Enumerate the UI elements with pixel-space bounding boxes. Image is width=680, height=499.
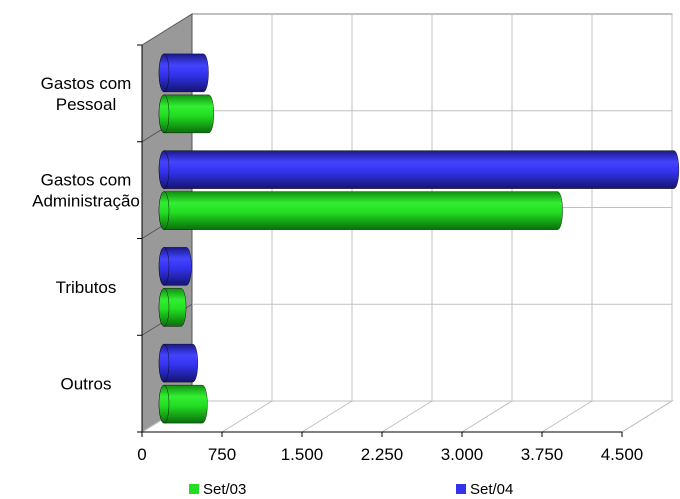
chart-axes: [137, 44, 623, 437]
x-tick-label: 2.250: [361, 445, 404, 464]
category-label: Tributos: [56, 278, 117, 297]
bar: [158, 288, 187, 327]
floor-gridline: [621, 400, 673, 433]
legend-swatch: [456, 484, 466, 494]
legend-label: Set/03: [203, 481, 246, 498]
bar: [158, 191, 563, 230]
x-tick-label: 3.000: [441, 445, 484, 464]
bar-cap: [158, 343, 170, 383]
bar-cap: [158, 191, 170, 230]
bar: [158, 384, 208, 424]
bar: [158, 343, 198, 383]
bar-cap: [158, 288, 170, 327]
bar-cap: [158, 53, 170, 93]
x-tick-label: 0: [137, 445, 146, 464]
floor-gridline: [381, 400, 433, 433]
floor-gridline: [541, 400, 593, 433]
chart-legend: Set/03 Set/04: [189, 481, 513, 498]
category-label: Administração: [32, 192, 140, 211]
floor-gridline: [301, 400, 353, 433]
legend-swatch: [189, 484, 199, 494]
bar-body: [158, 150, 680, 189]
x-tick-label: 4.500: [601, 445, 644, 464]
bar-cap: [158, 247, 170, 286]
x-tick-label: 1.500: [281, 445, 324, 464]
chart-bars: [158, 53, 680, 424]
bar-cap: [158, 384, 170, 424]
floor-gridline: [221, 400, 273, 433]
bar-body: [158, 191, 563, 230]
bar: [158, 247, 192, 286]
bar: [158, 94, 214, 134]
bar: [158, 150, 680, 189]
category-label: Pessoal: [56, 95, 116, 114]
category-label: Outros: [60, 375, 111, 394]
category-label: Gastos com: [41, 74, 132, 93]
bar: [158, 53, 209, 93]
bar-cap: [158, 94, 170, 134]
category-label: Gastos com: [41, 171, 132, 190]
bar-cap: [158, 150, 170, 189]
chart-labels: 0 750 1.500 2.250 3.000 3.750 4.500 Gastos com P…: [32, 74, 643, 464]
legend-label: Set/04: [470, 481, 513, 498]
x-tick-label: 750: [208, 445, 236, 464]
x-tick-label: 3.750: [521, 445, 564, 464]
floor-gridline: [461, 400, 513, 433]
